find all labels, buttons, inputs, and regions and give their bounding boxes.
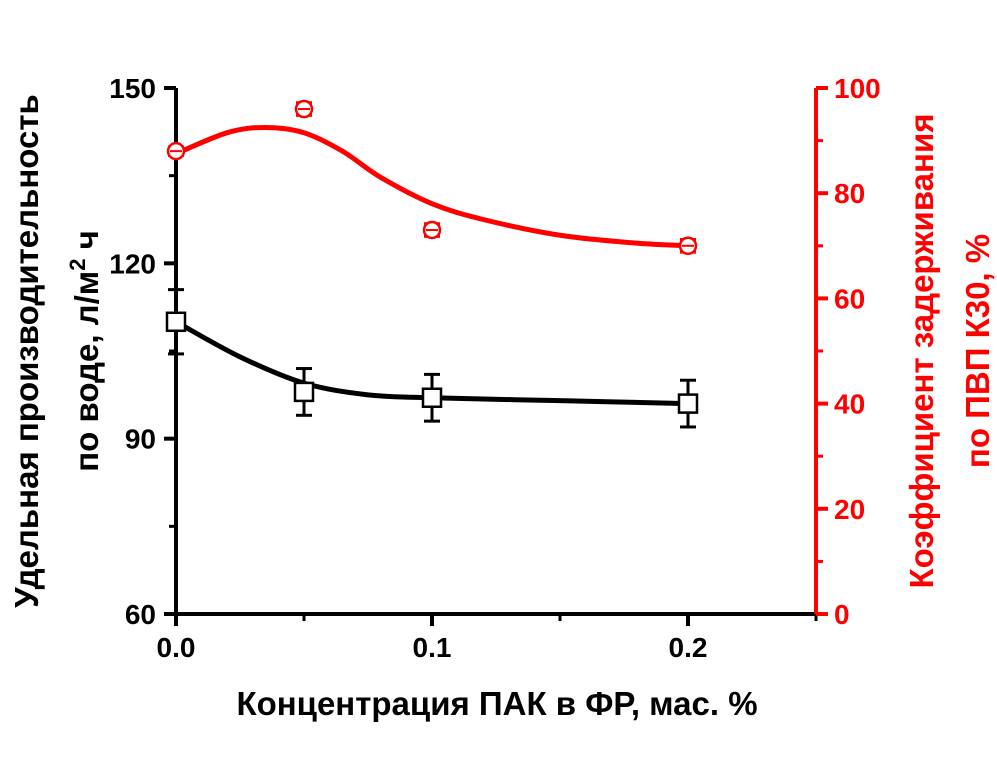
square-marker xyxy=(293,381,315,403)
right-y-axis-title-line2: по ПВП К30, % xyxy=(959,234,996,468)
data-point xyxy=(166,141,186,161)
fit-curves-layer xyxy=(173,124,691,407)
left-y-axis-title-sup: 2 xyxy=(65,259,90,271)
fit-curve-series-1 xyxy=(173,319,691,407)
square-marker xyxy=(677,393,699,414)
left-y-tick-label: 60 xyxy=(125,599,156,630)
fit-curve-series-2 xyxy=(173,124,691,249)
right-y-tick-label: 60 xyxy=(834,283,865,314)
left-y-axis-title: Удельная производительность по воде, л/м… xyxy=(8,94,105,608)
x-tick-label: 0.0 xyxy=(157,632,196,663)
left-y-axis-title-line1: Удельная производительность xyxy=(8,94,45,608)
right-y-tick-label: 100 xyxy=(834,73,881,104)
ticks-layer: 0.0 0.1 0.2 60 90 120 150 0 20 40 60 80 100 xyxy=(109,73,880,663)
square-marker xyxy=(165,311,187,333)
left-y-tick-label: 150 xyxy=(109,73,156,104)
right-y-tick-label: 40 xyxy=(834,389,865,420)
data-point xyxy=(293,367,315,417)
right-y-tick-label: 20 xyxy=(834,494,865,525)
left-y-axis-title-suffix: ч xyxy=(68,230,105,258)
right-y-tick-label: 0 xyxy=(834,599,850,630)
x-axis-title: Концентрация ПАК в ФР, мас. % xyxy=(236,685,757,722)
data-point xyxy=(421,372,443,423)
square-marker xyxy=(421,387,443,409)
x-tick-label: 0.2 xyxy=(669,632,708,663)
right-y-axis-title: Коэффициент задерживания по ПВП К30, % xyxy=(903,113,996,588)
x-tick-label: 0.1 xyxy=(413,632,452,663)
left-y-tick-label: 120 xyxy=(109,248,156,279)
data-points-layer xyxy=(165,99,699,429)
left-y-axis-title-line2: по воде, л/м2 ч xyxy=(65,230,105,472)
data-point xyxy=(422,220,442,240)
left-y-tick-label: 90 xyxy=(125,424,156,455)
data-point xyxy=(678,236,698,256)
left-y-axis-title-prefix: по воде, л/м xyxy=(68,271,105,472)
right-y-axis-title-line1: Коэффициент задерживания xyxy=(903,113,940,588)
right-y-tick-label: 80 xyxy=(834,178,865,209)
data-point xyxy=(165,288,187,356)
plot-area xyxy=(174,88,818,616)
data-point xyxy=(294,99,314,119)
data-point xyxy=(677,378,699,429)
